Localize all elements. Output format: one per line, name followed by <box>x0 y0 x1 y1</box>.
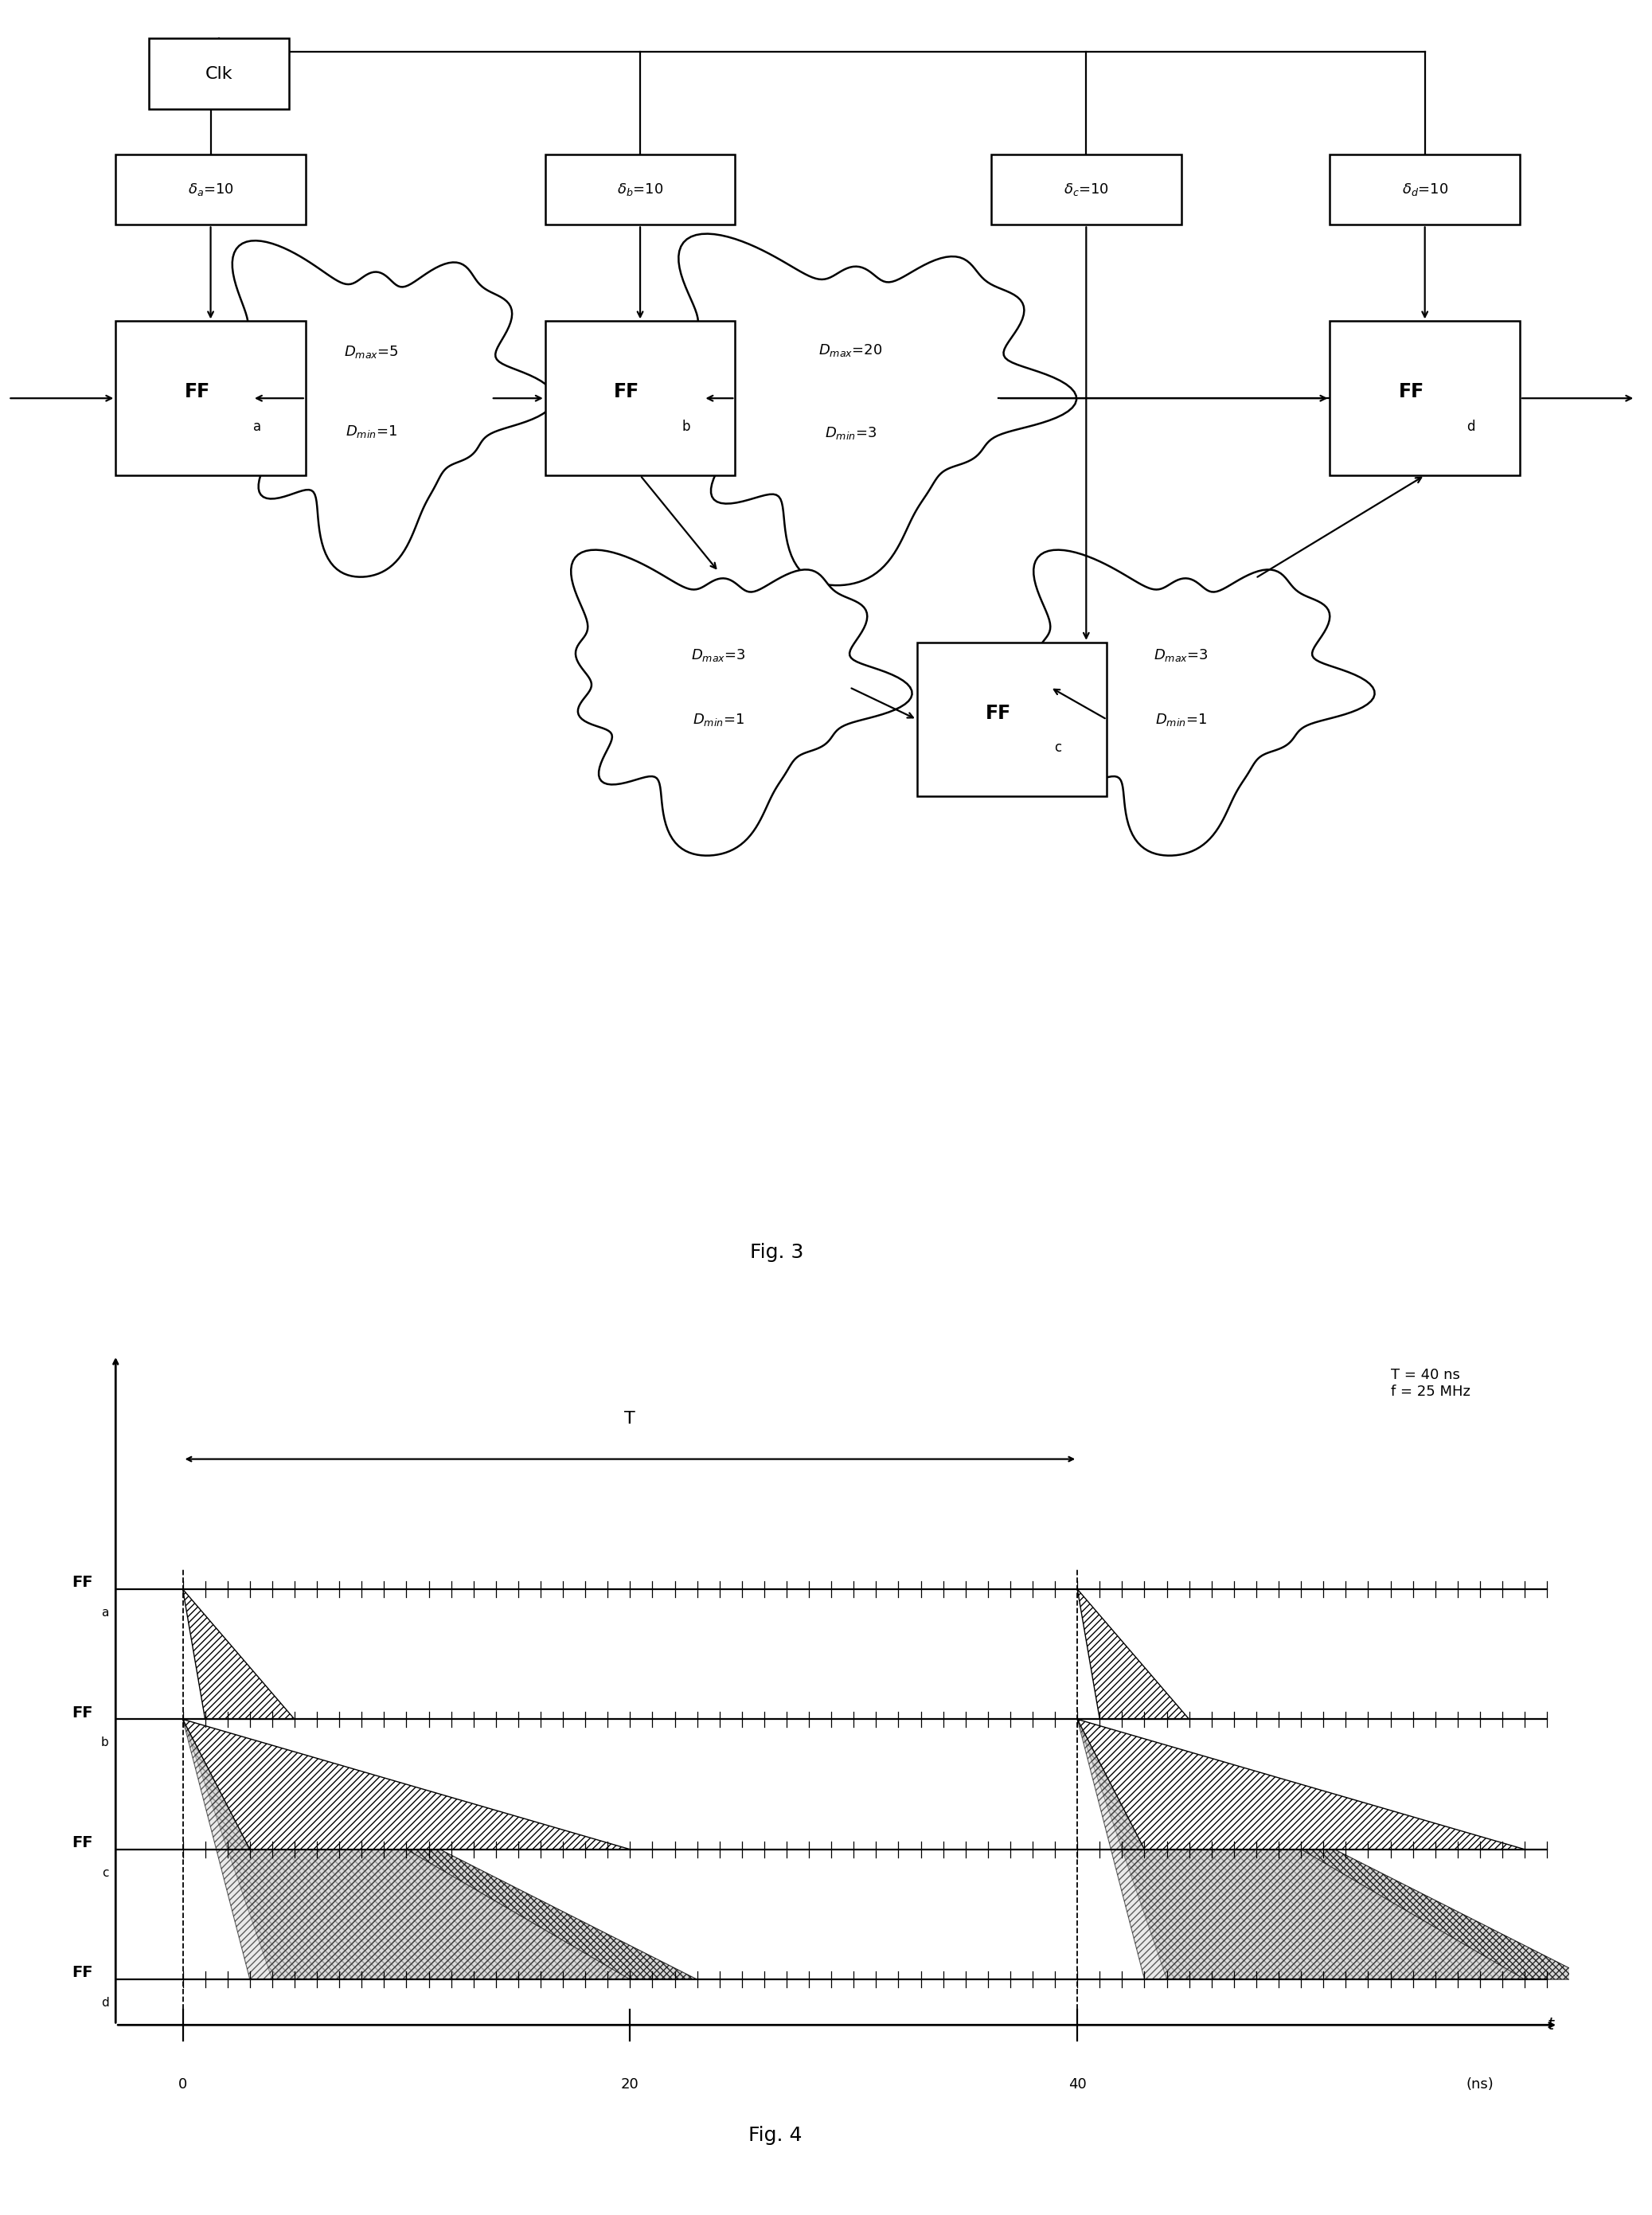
Text: $\delta_a$=10: $\delta_a$=10 <box>188 182 233 197</box>
FancyBboxPatch shape <box>116 321 306 476</box>
Text: $D_{min}$=3: $D_{min}$=3 <box>824 425 877 441</box>
Text: $D_{min}$=1: $D_{min}$=1 <box>1155 711 1208 727</box>
Text: $\delta_b$=10: $\delta_b$=10 <box>616 182 664 197</box>
FancyBboxPatch shape <box>991 155 1181 226</box>
Text: T: T <box>624 1411 636 1426</box>
Text: Fig. 3: Fig. 3 <box>750 1243 803 1263</box>
Text: 40: 40 <box>1069 2078 1087 2091</box>
FancyBboxPatch shape <box>545 321 735 476</box>
Polygon shape <box>183 1719 629 1980</box>
Text: FF: FF <box>615 383 639 401</box>
Text: $\delta_c$=10: $\delta_c$=10 <box>1064 182 1108 197</box>
FancyBboxPatch shape <box>917 642 1107 797</box>
Text: d: d <box>1467 419 1475 434</box>
Text: FF: FF <box>185 383 210 401</box>
Text: Clk: Clk <box>205 66 233 82</box>
Text: $\delta_d$=10: $\delta_d$=10 <box>1401 182 1449 197</box>
Text: t: t <box>1546 2018 1553 2033</box>
Text: FF: FF <box>73 1575 93 1590</box>
Text: a: a <box>253 419 261 434</box>
Text: $D_{max}$=3: $D_{max}$=3 <box>1153 647 1209 662</box>
FancyBboxPatch shape <box>1330 321 1520 476</box>
Text: 20: 20 <box>621 2078 639 2091</box>
Text: FF: FF <box>73 1706 93 1721</box>
Polygon shape <box>1077 1719 1525 1850</box>
FancyBboxPatch shape <box>116 155 306 226</box>
Text: $D_{max}$=5: $D_{max}$=5 <box>344 343 400 361</box>
Text: c: c <box>102 1867 109 1878</box>
Text: (ns): (ns) <box>1465 2078 1493 2091</box>
Text: Fig. 4: Fig. 4 <box>748 2126 803 2144</box>
FancyBboxPatch shape <box>149 38 289 109</box>
Polygon shape <box>1077 1588 1189 1719</box>
FancyBboxPatch shape <box>545 155 735 226</box>
Text: c: c <box>1054 740 1062 755</box>
Polygon shape <box>183 1719 629 1850</box>
Text: FF: FF <box>73 1836 93 1850</box>
Polygon shape <box>233 241 555 576</box>
Polygon shape <box>183 1719 697 1980</box>
Polygon shape <box>1077 1719 1593 1980</box>
Text: a: a <box>101 1606 109 1619</box>
Text: FF: FF <box>73 1965 93 1980</box>
Text: 0: 0 <box>178 2078 187 2091</box>
FancyBboxPatch shape <box>1330 155 1520 226</box>
Text: b: b <box>682 419 691 434</box>
Text: $D_{min}$=1: $D_{min}$=1 <box>345 423 398 439</box>
Polygon shape <box>1077 1719 1525 1980</box>
Polygon shape <box>1034 549 1374 855</box>
Text: FF: FF <box>1399 383 1424 401</box>
Polygon shape <box>679 235 1077 585</box>
Text: b: b <box>101 1737 109 1748</box>
Text: FF: FF <box>986 704 1011 722</box>
Text: d: d <box>101 1998 109 2009</box>
Polygon shape <box>572 549 912 855</box>
Text: $D_{max}$=20: $D_{max}$=20 <box>819 343 882 359</box>
Text: $D_{max}$=3: $D_{max}$=3 <box>691 647 747 662</box>
Text: $D_{min}$=1: $D_{min}$=1 <box>692 711 745 727</box>
Polygon shape <box>183 1588 294 1719</box>
Text: T = 40 ns
f = 25 MHz: T = 40 ns f = 25 MHz <box>1391 1369 1470 1400</box>
